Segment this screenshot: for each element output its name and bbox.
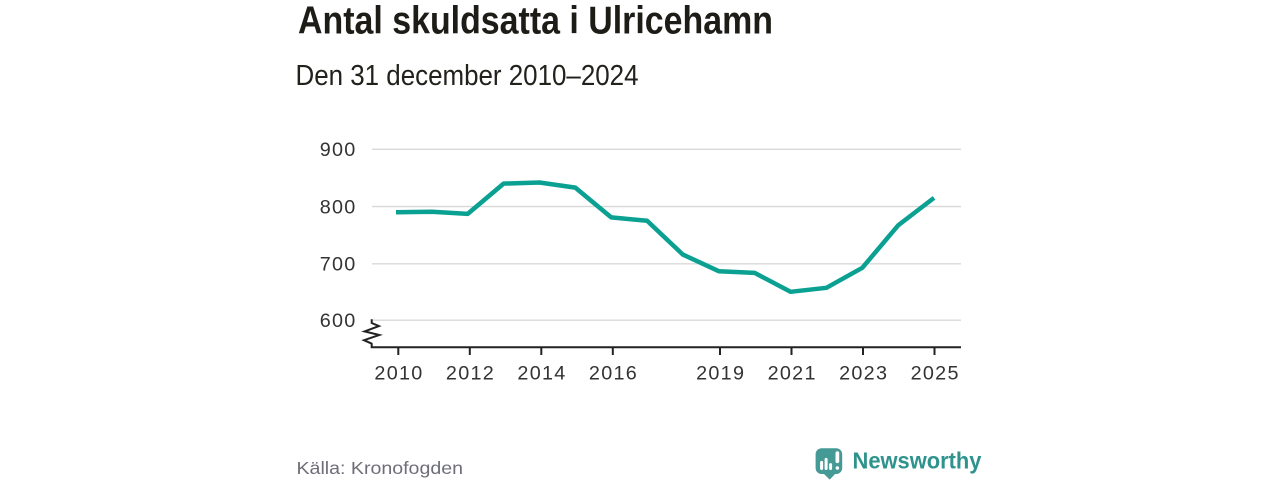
svg-text:Den 31 december 2010–2024: Den 31 december 2010–2024	[296, 60, 639, 92]
svg-text:900: 900	[320, 139, 357, 161]
svg-text:700: 700	[320, 254, 357, 276]
svg-text:2019: 2019	[696, 362, 745, 384]
svg-text:2023: 2023	[839, 362, 888, 384]
svg-text:800: 800	[320, 196, 357, 218]
svg-text:600: 600	[320, 310, 357, 332]
svg-text:2014: 2014	[517, 362, 566, 384]
svg-text:2021: 2021	[768, 362, 817, 384]
svg-text:Antal skuldsatta i Ulricehamn: Antal skuldsatta i Ulricehamn	[298, 0, 773, 43]
svg-text:2010: 2010	[374, 362, 423, 384]
svg-text:2016: 2016	[589, 362, 638, 384]
svg-text:2025: 2025	[911, 362, 960, 384]
svg-text:Källa: Kronofogden: Källa: Kronofogden	[297, 458, 464, 478]
svg-text:2012: 2012	[446, 362, 495, 384]
svg-text:Newsworthy: Newsworthy	[853, 448, 982, 474]
